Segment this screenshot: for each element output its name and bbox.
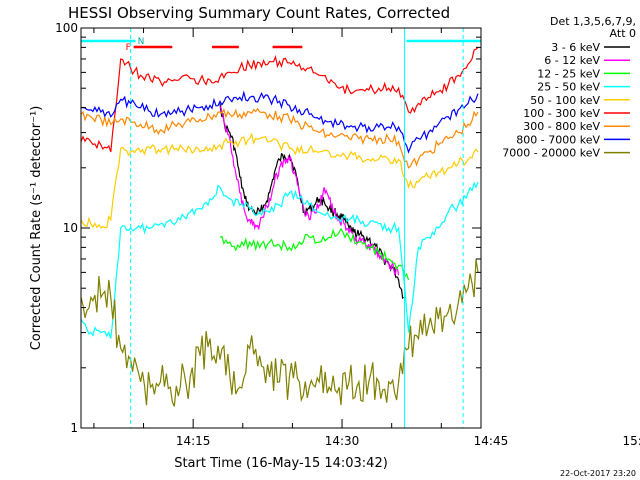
legend-entry-label: 3 - 6 keV [551,41,600,54]
y-tick-label: 10 [63,221,78,235]
series-100-300-kev-line [80,46,479,153]
legend-entry-label: 300 - 800 keV [523,120,600,133]
legend-entry-label: 100 - 300 keV [523,107,600,120]
legend-entry-label: 800 - 7000 keV [516,133,600,146]
legend-entry-label: 12 - 25 keV [537,67,600,80]
series-layer [80,46,479,407]
x-tick-label: 14:30 [325,434,360,448]
y-axis-label: Corrected Count Rate (s⁻¹ detector⁻¹) [29,106,44,351]
x-axis-label: Start Time (16-May-15 14:03:42) [174,456,388,471]
flag-layer: FN [81,28,481,428]
footer-timestamp: 22-Oct-2017 23:20 [560,469,636,478]
series-7000-20000-kev-line [80,259,479,407]
y-tick-label: 100 [55,21,78,35]
flag-n-label: N [138,37,145,47]
flag-f-label: F [126,43,131,53]
series-300-800-kev-line [80,107,479,169]
legend-entry-label: 6 - 12 keV [544,54,600,67]
legend-title-line: Att 0 [610,27,636,40]
y-tick-label: 1 [70,421,78,435]
legend-entry-label: 50 - 100 keV [530,94,600,107]
x-tick-label: 14:15 [176,434,211,448]
legend-title-line: Det 1,3,5,6,7,9, [550,15,636,28]
x-tick-label: 15:00 [623,434,640,448]
y-axis: 1 10 100 [55,21,481,435]
series-25-50-kev-line [80,181,479,339]
series-12-25-kev-line [219,227,410,281]
series-50-100-kev-line [80,132,479,229]
legend-entry-label: 25 - 50 keV [537,81,600,94]
x-tick-label: 14:45 [474,434,509,448]
chart-title: HESSI Observing Summary Count Rates, Cor… [68,4,450,22]
series-6-12-kev-line [219,106,400,276]
series-800-7000-kev-line [80,90,479,154]
legend-entry-label: 7000 - 20000 keV [502,147,600,160]
